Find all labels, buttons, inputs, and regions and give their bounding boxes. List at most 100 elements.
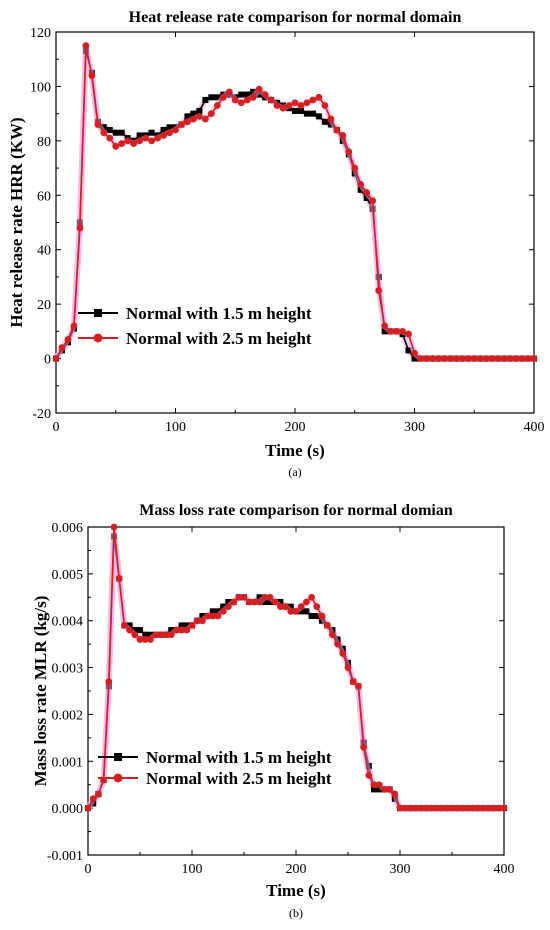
data-point [215,608,221,615]
data-point [261,598,268,605]
data-point [396,804,404,812]
data-point [190,110,197,117]
data-point [184,113,191,120]
data-point [495,804,503,812]
data-point [370,781,378,789]
data-point [142,631,149,638]
legend-marker [114,753,122,761]
data-point [220,603,227,610]
data-point [321,102,329,109]
data-point [318,612,326,620]
data-point [500,804,508,812]
data-point [277,598,284,605]
data-point [94,121,102,128]
legend-label: Normal with 2.5 m height [126,329,312,348]
data-point [88,72,96,79]
data-point [244,91,251,98]
x-tick-label: 200 [285,420,306,435]
data-point [131,627,138,634]
data-point [363,189,371,196]
data-point [339,132,347,139]
data-point [375,781,383,789]
x-tick-label: 300 [404,420,425,435]
data-point [313,613,320,620]
data-point [458,355,466,362]
data-point [230,598,238,606]
data-point [297,603,305,611]
data-point [376,786,383,793]
data-point [167,631,175,639]
data-point [464,355,472,362]
y-tick-label: 60 [37,189,51,204]
data-point [261,593,269,601]
data-point [256,598,263,606]
data-point [438,804,445,812]
data-point [452,355,460,362]
data-point [470,355,478,362]
data-point [530,355,538,362]
data-point [209,608,216,615]
data-point [429,355,436,362]
data-point [363,195,370,202]
data-point [106,126,113,133]
data-point [267,96,275,104]
data-point [423,355,430,362]
data-point [58,344,66,352]
data-point [261,91,269,98]
data-point [118,140,126,147]
data-point [459,804,466,812]
figure-caption: (b) [289,906,303,920]
data-point [202,97,209,104]
data-point [334,640,341,648]
data-point [162,631,170,639]
data-point [482,355,490,362]
data-point [435,355,442,362]
data-point [130,140,138,147]
data-point [124,137,132,145]
data-point [141,636,149,643]
figure-caption: (a) [288,465,301,479]
data-point [208,94,215,101]
data-point [196,107,203,114]
data-point [178,622,185,629]
y-tick-label: 0.006 [52,521,84,536]
data-point [381,786,388,793]
data-point [70,322,78,330]
data-point [52,355,60,362]
data-point [443,804,451,812]
data-point [213,102,221,109]
y-tick-label: -20 [32,407,51,422]
data-point [479,804,487,812]
data-point [285,102,293,109]
x-tick-label: 400 [494,862,515,877]
x-tick-label: 400 [524,420,545,435]
data-point [89,795,97,803]
data-point [137,627,143,634]
data-point [168,627,175,634]
series-halo [86,533,504,812]
data-point [298,608,305,615]
data-point [267,598,273,605]
data-point [184,118,191,126]
data-point [446,355,454,362]
data-point [345,148,353,156]
data-point [237,99,245,107]
y-axis-label: Mass loss rate MLR (kg/s) [31,596,50,787]
data-point [309,96,317,104]
data-point [417,804,425,812]
data-point [308,613,315,620]
data-point [110,523,118,531]
data-point [381,322,389,330]
data-point [178,626,186,634]
data-point [190,115,197,123]
data-point [303,99,311,107]
data-point [321,118,328,125]
data-point [292,607,300,615]
data-point [235,593,243,601]
data-point [303,598,310,606]
data-point [518,355,526,362]
y-tick-label: 0 [44,353,51,368]
data-point [204,612,212,620]
legend-marker [93,333,103,343]
